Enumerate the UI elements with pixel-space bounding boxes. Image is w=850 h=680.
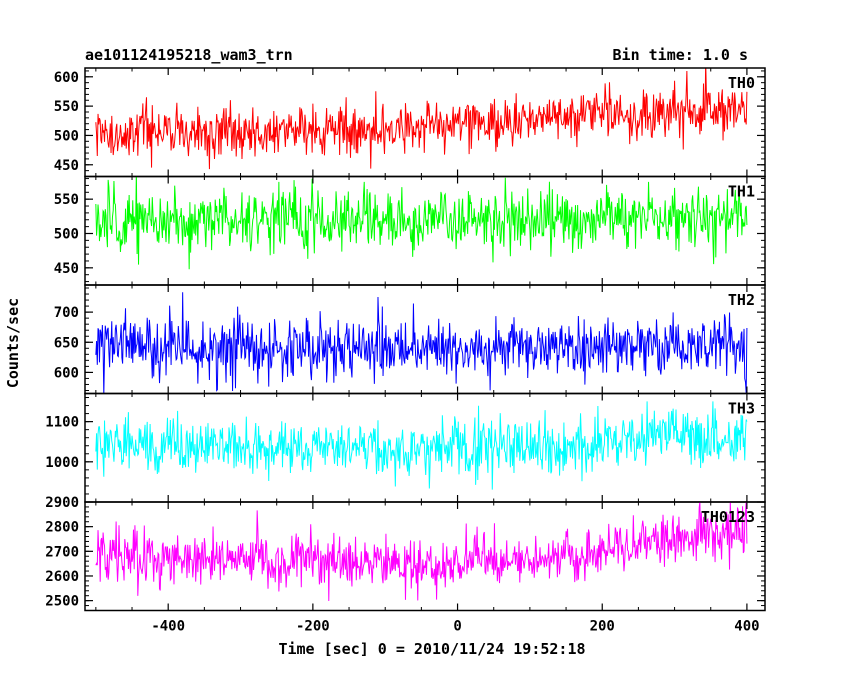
y-tick-label: 2800: [45, 520, 79, 536]
x-tick-label: 200: [590, 619, 615, 635]
x-axis: -400 -200 0 200 400: [151, 619, 759, 635]
panel-th0123: 2500 2600 2700 2800 2900 TH0123: [45, 495, 766, 612]
y-tick-label: 2500: [45, 594, 79, 610]
series-line-th1: [95, 176, 748, 270]
y-tick-label: 550: [54, 99, 79, 115]
panel-th3: 1000 1100 TH3: [45, 392, 766, 503]
y-tick-label: 1000: [45, 455, 79, 471]
series-line-th0123: [95, 502, 748, 601]
x-tick-label: -200: [296, 619, 330, 635]
x-tick-label: 400: [734, 619, 759, 635]
y-tick-label: 700: [54, 305, 79, 321]
y-tick-label: 650: [54, 335, 79, 351]
y-axis-label: Counts/sec: [4, 298, 22, 388]
y-tick-label: 600: [54, 365, 79, 381]
panels-group: 450 500 550 600 TH0 450 500 550 TH1 600 650 700 TH2 1…: [45, 67, 766, 612]
y-tick-label: 1100: [45, 415, 79, 431]
series-line-th2: [95, 292, 748, 394]
series-label-th0: TH0: [728, 74, 755, 92]
chart-title: ae101124195218_wam3_trn: [85, 46, 293, 64]
series-line-th3: [95, 401, 748, 490]
y-tick-label: 2600: [45, 569, 79, 585]
series-label-th1: TH1: [728, 183, 755, 201]
series-label-th3: TH3: [728, 400, 755, 418]
y-tick-label: 2700: [45, 544, 79, 560]
panel-th2: 600 650 700 TH2: [54, 284, 766, 395]
x-axis-label: Time [sec] 0 = 2010/11/24 19:52:18: [278, 640, 585, 658]
y-tick-label: 600: [54, 70, 79, 86]
x-tick-label: 0: [453, 619, 461, 635]
series-line-th0: [95, 68, 748, 170]
y-tick-label: 450: [54, 261, 79, 277]
series-label-th0123: TH0123: [701, 508, 755, 526]
y-tick-label: 2900: [45, 495, 79, 511]
panel-frame: [84, 67, 766, 178]
bin-time-label: Bin time: 1.0 s: [613, 46, 748, 64]
y-tick-label: 550: [54, 192, 79, 208]
y-tick-label: 500: [54, 128, 79, 144]
series-label-th2: TH2: [728, 291, 755, 309]
panel-th0: 450 500 550 600 TH0: [54, 67, 766, 178]
x-tick-label: -400: [151, 619, 185, 635]
panel-th1: 450 500 550 TH1: [54, 175, 766, 286]
y-tick-label: 500: [54, 226, 79, 242]
y-tick-label: 450: [54, 158, 79, 174]
